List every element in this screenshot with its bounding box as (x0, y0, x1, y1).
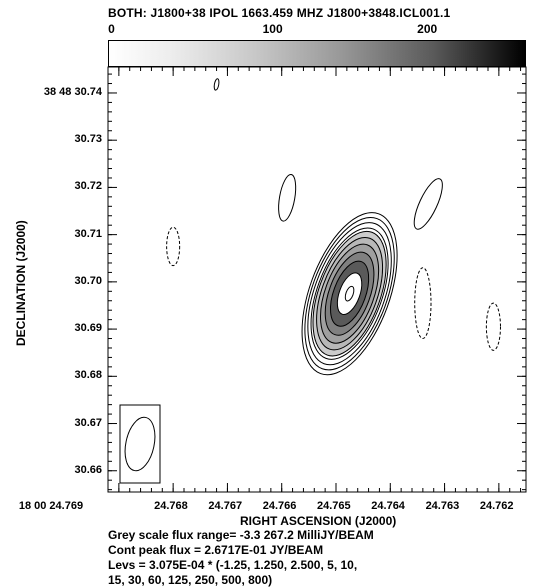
beam-box (119, 404, 161, 484)
contour-lines (166, 78, 501, 376)
plot-title: BOTH: J1800+38 IPOL 1663.459 MHZ J1800+3… (108, 6, 451, 20)
negative-contour (166, 226, 181, 267)
colorbar (108, 40, 526, 67)
axis-ticks (107, 67, 526, 492)
footer-flux-range: Grey scale flux range= -3.3 267.2 MilliJ… (108, 528, 374, 542)
y-tick-label: 30.68 (74, 369, 102, 382)
contour-level (301, 212, 398, 376)
colorbar-tick-label: 0 (108, 22, 115, 36)
x-tick-label: 18 00 24.769 (18, 500, 84, 512)
y-tick-label: 30.69 (74, 322, 102, 335)
footer-levels: Levs = 3.075E-04 * (-1.25, 1.250, 2.500,… (108, 558, 358, 572)
contour-level (304, 216, 395, 371)
plot-frame (107, 66, 527, 493)
y-tick-label: 30.71 (74, 227, 102, 240)
y-tick-label: 30.73 (74, 133, 102, 146)
x-tick-label: 24.767 (208, 500, 243, 512)
x-tick-label: 24.762 (479, 500, 514, 512)
x-tick-label: 24.768 (154, 500, 188, 512)
negative-contour (414, 267, 432, 340)
x-axis-title: RIGHT ASCENSION (J2000) (240, 514, 397, 528)
y-tick-label: 30.66 (74, 463, 102, 476)
beam-ellipse (124, 416, 156, 472)
y-tick-label: 38 48 30.74 (43, 85, 102, 98)
contour-level (310, 227, 389, 360)
x-tick-label: 24.765 (317, 500, 351, 512)
y-tick-label: 30.67 (74, 416, 102, 429)
x-tick-label: 24.764 (371, 500, 405, 512)
y-axis-title: DECLINATION (J2000) (14, 220, 28, 346)
y-tick-label: 30.70 (74, 274, 102, 287)
footer-levels-cont: 15, 30, 60, 125, 250, 500, 800) (108, 573, 273, 587)
positive-island-contour (213, 78, 220, 91)
x-tick-label: 24.763 (425, 500, 460, 512)
colorbar-tick-label: 100 (262, 22, 283, 36)
y-tick-label: 30.72 (74, 180, 102, 193)
colorbar-tick-label: 200 (417, 22, 438, 36)
negative-contour (485, 302, 501, 351)
beam-frame (119, 404, 161, 484)
x-tick-label: 24.766 (262, 500, 297, 512)
footer-peak-flux: Cont peak flux = 2.6717E-01 JY/BEAM (108, 543, 324, 557)
contour-level (344, 285, 355, 302)
positive-island-contour (413, 178, 443, 230)
positive-island-contour (278, 174, 297, 222)
contour-level (307, 222, 392, 366)
